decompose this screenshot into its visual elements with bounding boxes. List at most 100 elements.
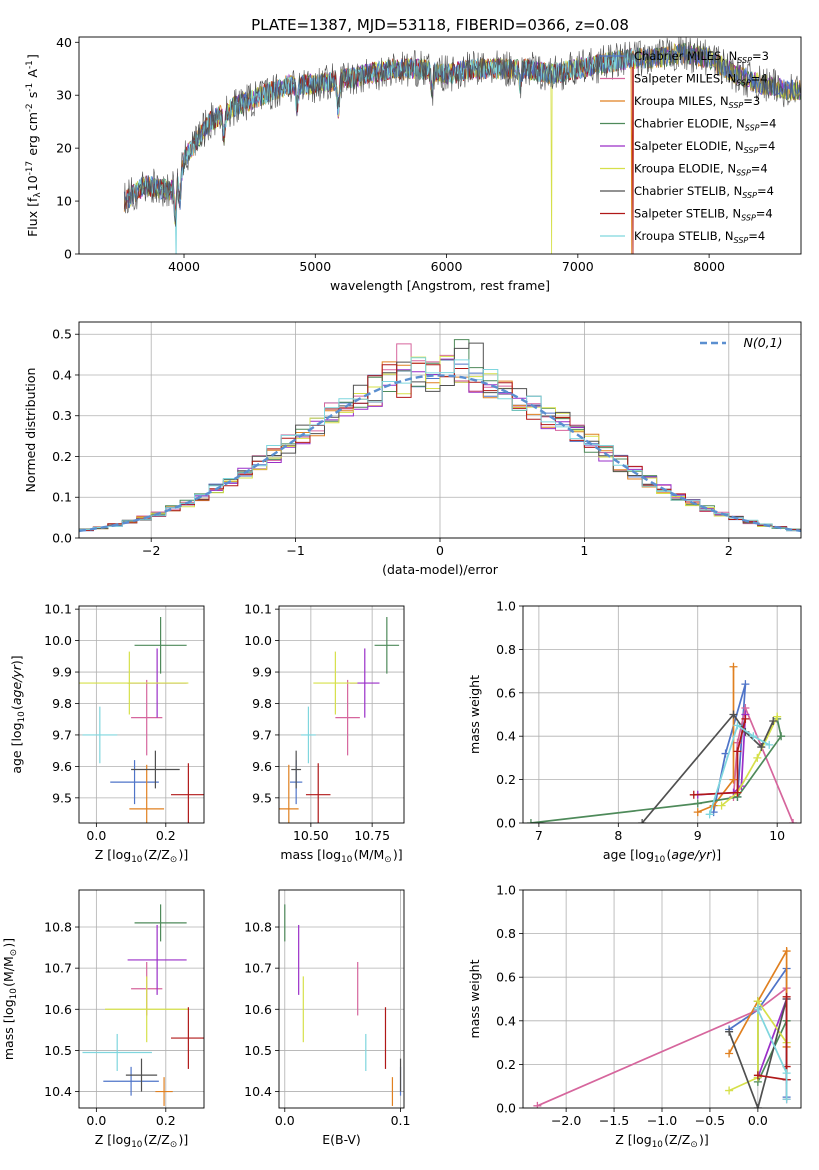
y-tick-label: 10.7	[244, 961, 272, 976]
y-tick-label: 9.5	[52, 790, 72, 805]
weight-point-marker	[757, 743, 766, 752]
y-axis-label: mass [log10 (M/M⊙ )]	[1, 938, 19, 1060]
y-axis-label: Flux [fλ 10-17 erg cm-2 s-1 A-1 ]	[25, 54, 43, 237]
weight-series-line	[757, 996, 788, 1081]
x-axis-label: E(B-V)	[322, 1132, 361, 1147]
plot-area	[123, 37, 801, 254]
figure-title: PLATE=1387, MJD=53118, FIBERID=0366, z=0…	[251, 16, 629, 34]
y-tick-label: 0.3	[52, 408, 72, 423]
panel-age_vs_Z: 0.0 0.2 9.5 9.6 9.7 9.8 9.9 10.0 10.1 Z [log10 (Z…	[9, 602, 205, 865]
x-tick-label: 2	[725, 543, 733, 558]
normal-curve	[79, 374, 801, 533]
weight-point-marker	[777, 732, 786, 741]
x-tick-label: −1	[286, 543, 304, 558]
x-tick-label: 0	[436, 543, 444, 558]
x-axis-label: age [log10 (age/yr)]	[603, 847, 721, 865]
x-tick-label: 4000	[168, 259, 200, 274]
panel-mass_vs_Z: 0.0 0.2 10.4 10.5 10.6 10.7 10.8 Z [log10 (Z/Z⊙…	[1, 889, 205, 1150]
x-tick-label: 0.1	[391, 1113, 411, 1128]
y-tick-label: 0.0	[496, 816, 516, 831]
legend-entry: Kroupa STELIB, NSSP=4	[634, 229, 765, 245]
x-tick-label: 9	[694, 828, 702, 843]
y-tick-label: 0.5	[52, 327, 72, 342]
plot-area	[79, 339, 801, 533]
weight-point-marker	[729, 710, 738, 719]
spectrum-series-line	[127, 48, 639, 254]
x-tick-label: 8	[614, 828, 622, 843]
x-tick-label: 5000	[299, 259, 331, 274]
legend-entry: Kroupa MILES, NSSP=3	[634, 94, 760, 110]
panel-spectrum: 4000 5000 6000 7000 8000 0 10 20 30 40 wavelength …	[25, 35, 802, 293]
y-tick-label: 10	[56, 194, 72, 209]
y-tick-label: 0.0	[496, 1101, 516, 1116]
y-tick-label: 9.7	[252, 727, 272, 742]
axes-frame	[278, 605, 405, 824]
weight-point-marker	[526, 819, 535, 823]
y-tick-label: 9.9	[52, 665, 72, 680]
y-tick-label: 10.1	[44, 602, 72, 617]
x-tick-label: 0.0	[86, 1113, 106, 1128]
y-tick-label: 40	[56, 35, 72, 50]
y-tick-label: 0.4	[496, 729, 516, 744]
x-tick-label: −1.5	[599, 1113, 629, 1128]
y-tick-label: 10.5	[44, 1043, 72, 1058]
panel-weight_vs_age: 7 8 9 10 0.0 0.2 0.4 0.6 0.8 1.0 age [log10 (age/y…	[467, 599, 802, 865]
x-tick-label: 10	[769, 828, 785, 843]
y-tick-label: 0.6	[496, 685, 516, 700]
plot-area	[284, 904, 402, 1106]
weight-point-marker	[705, 810, 714, 819]
legend-entry: N(0,1)	[744, 335, 783, 350]
weight-point-marker	[753, 1071, 762, 1080]
x-tick-label: 0.2	[156, 828, 176, 843]
y-tick-label: 0.8	[496, 642, 516, 657]
x-tick-label: 10.75	[354, 828, 390, 843]
y-tick-label: 10.6	[244, 1002, 272, 1017]
y-axis-label: Normed distribution	[23, 368, 38, 493]
y-tick-label: 9.5	[252, 790, 272, 805]
weight-series-line	[697, 666, 735, 813]
panel-weight_vs_Z: −2.0 −1.5 −1.0 −0.5 0.0 0.0 0.2 0.4 0.6 0.8 1.0 Z […	[467, 883, 802, 1150]
x-tick-label: −2	[142, 543, 160, 558]
weight-point-marker	[782, 1095, 791, 1104]
legend-entry: Salpeter STELIB, NSSP=4	[634, 207, 773, 223]
x-tick-label: 8000	[693, 259, 725, 274]
weight-point-marker	[725, 1049, 734, 1058]
weight-point-marker	[729, 662, 738, 671]
weight-point-marker	[533, 1101, 542, 1108]
y-tick-label: 10.6	[44, 1002, 72, 1017]
y-tick-label: 1.0	[496, 599, 516, 614]
y-tick-label: 30	[56, 88, 72, 103]
x-tick-label: 0.0	[275, 1113, 295, 1128]
weight-point-marker	[733, 721, 742, 730]
weight-point-marker	[725, 1027, 734, 1036]
y-tick-label: 10.7	[44, 961, 72, 976]
weight-point-marker	[782, 992, 791, 1001]
y-tick-label: 0.6	[496, 970, 516, 985]
plot-area	[279, 617, 400, 823]
y-tick-label: 0.8	[496, 926, 516, 941]
x-tick-label: 7	[535, 828, 543, 843]
legend-entry: Chabrier MILES, NSSP=3	[634, 49, 769, 65]
plot-area	[79, 617, 204, 823]
weight-point-marker	[753, 753, 762, 762]
weight-point-marker	[741, 680, 750, 689]
y-tick-label: 9.7	[52, 727, 72, 742]
legend-entry: Chabrier ELODIE, NSSP=4	[634, 117, 776, 133]
y-tick-label: 0.4	[496, 1013, 516, 1028]
y-tick-label: 0	[64, 247, 72, 262]
x-tick-label: 1	[580, 543, 588, 558]
y-tick-label: 9.6	[52, 759, 72, 774]
x-axis-label: Z [log10 (Z/Z⊙ )]	[615, 1132, 709, 1150]
weight-point-marker	[689, 790, 698, 799]
y-tick-label: 1.0	[496, 883, 516, 898]
plot-area	[526, 662, 798, 823]
weight-series-line	[757, 998, 788, 1080]
y-tick-label: 10.4	[44, 1084, 72, 1099]
panel-residuals: −2 −1 0 1 2 0.0 0.1 0.2 0.3 0.4 0.5 (data-model)/er…	[23, 321, 802, 577]
weight-point-marker	[749, 732, 758, 741]
weight-point-marker	[693, 808, 702, 817]
x-tick-label: 10.50	[293, 828, 329, 843]
legend-entry: Salpeter MILES, NSSP=4	[634, 72, 768, 88]
y-tick-label: 9.8	[52, 696, 72, 711]
weight-point-marker	[753, 1104, 762, 1108]
